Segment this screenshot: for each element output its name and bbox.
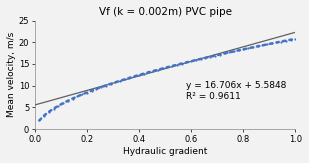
Point [170,65,175,67]
Point [155,68,160,71]
Point [117,80,122,82]
Point [231,50,236,53]
Title: Vf (k = 0.002m) PVC pipe: Vf (k = 0.002m) PVC pipe [99,7,232,17]
Point [193,59,198,61]
Point [94,88,99,90]
Point [246,47,251,50]
Point [198,58,203,60]
Point [70,97,75,100]
Point [160,67,165,70]
Point [137,74,142,76]
Point [208,55,213,58]
Point [241,48,246,51]
Point [146,71,151,74]
Point [66,99,70,102]
Point [288,38,293,41]
Point [61,102,66,104]
Point [151,70,156,72]
Point [212,54,217,57]
Point [108,83,113,85]
Point [103,84,108,87]
Point [42,114,47,117]
Point [127,77,132,79]
Point [260,44,265,47]
Point [250,46,255,49]
Point [51,107,56,110]
Point [269,42,274,45]
Point [293,37,298,40]
Point [189,60,194,63]
Text: y = 16.706x + 5.5848
R² = 0.9611: y = 16.706x + 5.5848 R² = 0.9611 [186,81,287,101]
Point [236,49,241,52]
Point [265,43,269,46]
Point [179,62,184,65]
Point [222,52,227,55]
Point [56,104,61,107]
Y-axis label: Mean velocity, m/s: Mean velocity, m/s [7,32,16,117]
Point [217,53,222,56]
Point [122,78,127,81]
Point [141,72,146,75]
Point [165,66,170,68]
Point [37,119,42,122]
Point [184,61,189,64]
Point [132,75,137,78]
Point [113,81,118,84]
Point [175,63,180,66]
Point [46,111,51,113]
Point [274,41,279,44]
X-axis label: Hydraulic gradient: Hydraulic gradient [123,147,208,156]
Point [99,86,104,89]
Point [226,51,231,54]
Point [75,95,80,98]
Point [89,89,94,92]
Point [84,91,89,94]
Point [203,57,208,59]
Point [80,93,85,96]
Point [255,45,260,48]
Point [284,39,289,42]
Point [279,40,284,43]
